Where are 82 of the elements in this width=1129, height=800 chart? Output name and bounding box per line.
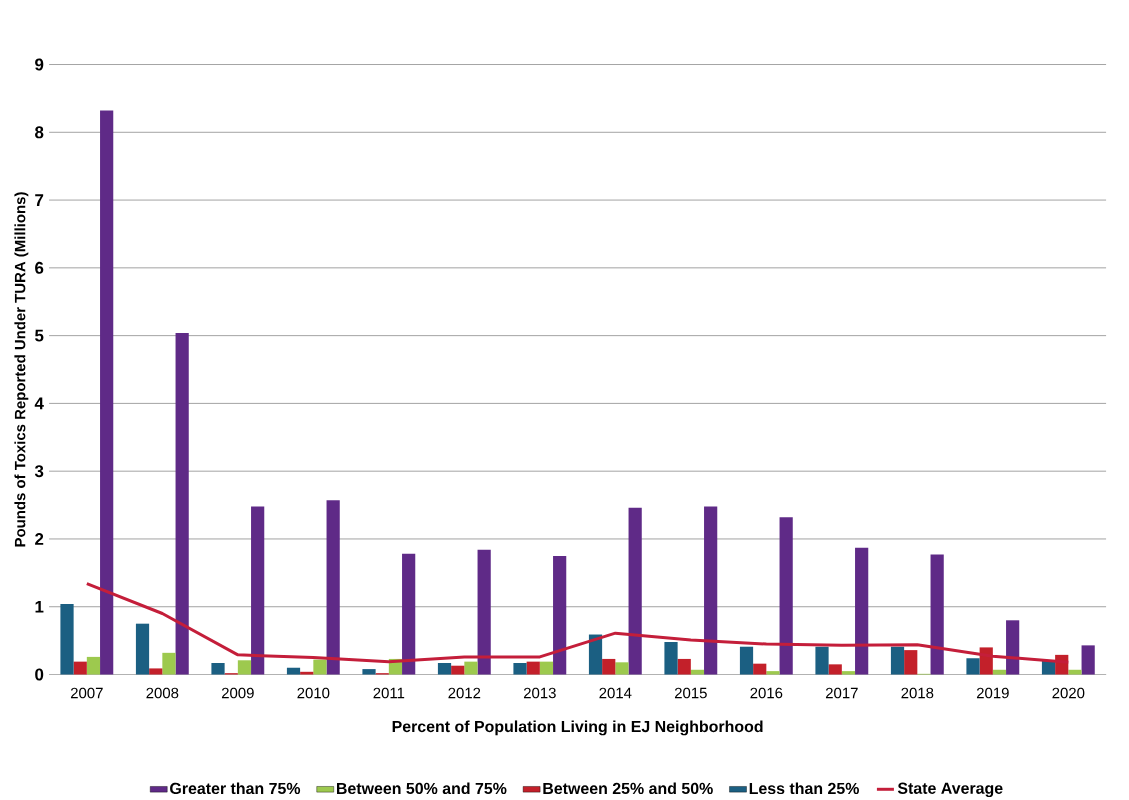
line-series xyxy=(85,582,1070,664)
x-axis-title: Percent of Population Living in EJ Neighborhood xyxy=(392,720,763,736)
bar xyxy=(477,549,491,675)
bar xyxy=(362,669,376,675)
bar xyxy=(664,641,678,675)
bar xyxy=(753,663,767,675)
x-tick-label: 2009 xyxy=(221,687,254,699)
legend-label: State Average xyxy=(897,782,1003,798)
bar xyxy=(739,646,754,675)
bar xyxy=(855,547,869,675)
x-tick-label: 2011 xyxy=(373,687,405,699)
bar xyxy=(588,634,603,675)
x-tick-label: 2007 xyxy=(70,687,103,699)
bar xyxy=(1081,645,1095,675)
legend-label: Between 50% and 75% xyxy=(337,782,507,795)
x-tick-label: 2008 xyxy=(146,687,179,699)
y-tick-label: 7 xyxy=(35,194,44,206)
bar xyxy=(704,506,718,675)
bar xyxy=(300,671,314,675)
x-tick-label: 2014 xyxy=(599,687,632,699)
bar xyxy=(628,507,642,675)
bar xyxy=(615,662,629,675)
bar xyxy=(451,665,465,675)
bar xyxy=(86,656,101,675)
y-tick-label: 5 xyxy=(35,329,44,342)
y-tick-label: 3 xyxy=(34,465,44,478)
bar xyxy=(100,110,114,675)
x-tick-label: 2010 xyxy=(297,687,330,699)
bar xyxy=(841,671,856,675)
bar xyxy=(904,650,918,675)
x-tick-label: 2020 xyxy=(1052,687,1085,699)
x-tick-label: 2016 xyxy=(750,687,783,699)
y-tick-label: 1 xyxy=(35,600,44,613)
bar xyxy=(890,646,905,675)
x-tick-label: 2018 xyxy=(901,687,934,699)
bar xyxy=(162,652,176,675)
bar xyxy=(1006,620,1020,675)
bar xyxy=(135,623,150,675)
x-tick-label: 2012 xyxy=(448,687,481,699)
bar xyxy=(60,603,74,675)
bar xyxy=(526,661,540,675)
x-tick-label: 2015 xyxy=(674,687,707,699)
bar xyxy=(251,506,265,675)
bar xyxy=(237,660,252,675)
bar xyxy=(553,555,567,675)
legend-label: Less than 25% xyxy=(749,782,859,795)
y-tick-label: 8 xyxy=(35,126,44,139)
bar xyxy=(149,668,163,675)
y-axis-title: Pounds of Toxics Reported Under TURA (Millions) xyxy=(14,192,29,547)
bar xyxy=(175,332,189,675)
bar xyxy=(437,662,452,675)
x-tick-label: 2013 xyxy=(523,687,556,699)
bar xyxy=(1041,660,1056,675)
bar xyxy=(690,669,705,675)
x-tick-label: 2019 xyxy=(976,687,1009,699)
bar xyxy=(766,671,780,675)
y-tick-label: 9 xyxy=(35,58,44,71)
bar xyxy=(402,553,416,675)
bar xyxy=(313,659,327,675)
bar xyxy=(828,664,842,675)
bar xyxy=(513,662,527,675)
bar xyxy=(73,661,87,675)
y-tick-label: 6 xyxy=(35,261,44,274)
legend-label: Between 25% and 50% xyxy=(543,782,713,795)
y-tick-label: 4 xyxy=(34,397,44,410)
legend-label: Greater than 75% xyxy=(170,782,301,795)
y-tick-label: 2 xyxy=(35,532,44,545)
bar xyxy=(211,662,225,675)
bar xyxy=(326,500,340,675)
bar xyxy=(464,661,478,675)
bar xyxy=(992,669,1007,675)
y-tick-label: 0 xyxy=(35,668,44,681)
x-tick-label: 2017 xyxy=(825,687,858,699)
bar xyxy=(815,646,829,675)
bar xyxy=(930,554,944,675)
bar xyxy=(602,658,616,675)
bar xyxy=(286,667,301,675)
bar xyxy=(779,517,793,675)
bar xyxy=(1068,669,1082,675)
bar xyxy=(966,658,980,675)
bar xyxy=(677,658,691,675)
bar xyxy=(539,661,554,675)
